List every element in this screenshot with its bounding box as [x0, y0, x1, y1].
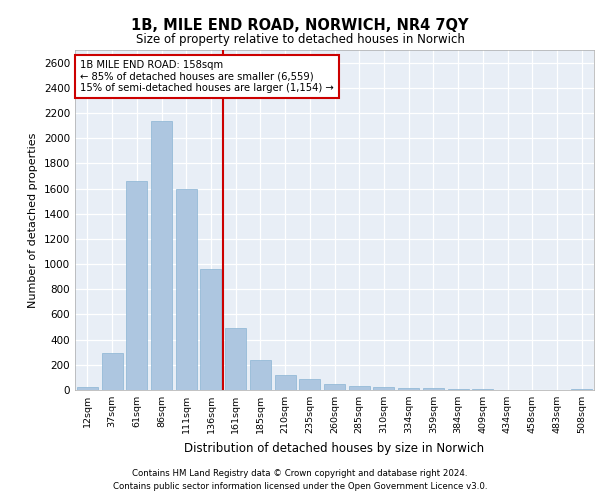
- Bar: [77, 388, 98, 390]
- Bar: [349, 386, 370, 390]
- Bar: [176, 188, 197, 390]
- Bar: [275, 375, 296, 390]
- X-axis label: Distribution of detached houses by size in Norwich: Distribution of detached houses by size …: [184, 442, 485, 454]
- Text: Size of property relative to detached houses in Norwich: Size of property relative to detached ho…: [136, 32, 464, 46]
- Text: Contains public sector information licensed under the Open Government Licence v3: Contains public sector information licen…: [113, 482, 487, 491]
- Bar: [324, 384, 345, 390]
- Bar: [373, 388, 394, 390]
- Text: 1B, MILE END ROAD, NORWICH, NR4 7QY: 1B, MILE END ROAD, NORWICH, NR4 7QY: [131, 18, 469, 32]
- Bar: [200, 269, 221, 390]
- Bar: [151, 120, 172, 390]
- Y-axis label: Number of detached properties: Number of detached properties: [28, 132, 38, 308]
- Bar: [423, 388, 444, 390]
- Bar: [448, 389, 469, 390]
- Bar: [299, 378, 320, 390]
- Text: Contains HM Land Registry data © Crown copyright and database right 2024.: Contains HM Land Registry data © Crown c…: [132, 468, 468, 477]
- Bar: [225, 328, 246, 390]
- Text: 1B MILE END ROAD: 158sqm
← 85% of detached houses are smaller (6,559)
15% of sem: 1B MILE END ROAD: 158sqm ← 85% of detach…: [80, 60, 334, 94]
- Bar: [126, 181, 147, 390]
- Bar: [250, 360, 271, 390]
- Bar: [398, 388, 419, 390]
- Bar: [101, 354, 122, 390]
